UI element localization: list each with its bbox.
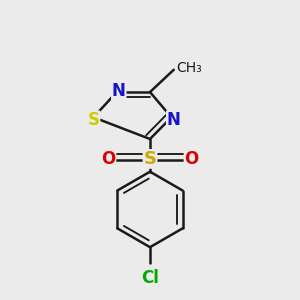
Text: S: S	[88, 111, 100, 129]
Text: S: S	[143, 150, 157, 168]
Text: O: O	[101, 150, 116, 168]
Text: O: O	[184, 150, 199, 168]
Text: CH₃: CH₃	[177, 61, 202, 75]
Text: N: N	[167, 111, 181, 129]
Text: Cl: Cl	[141, 269, 159, 287]
Text: N: N	[112, 82, 126, 100]
